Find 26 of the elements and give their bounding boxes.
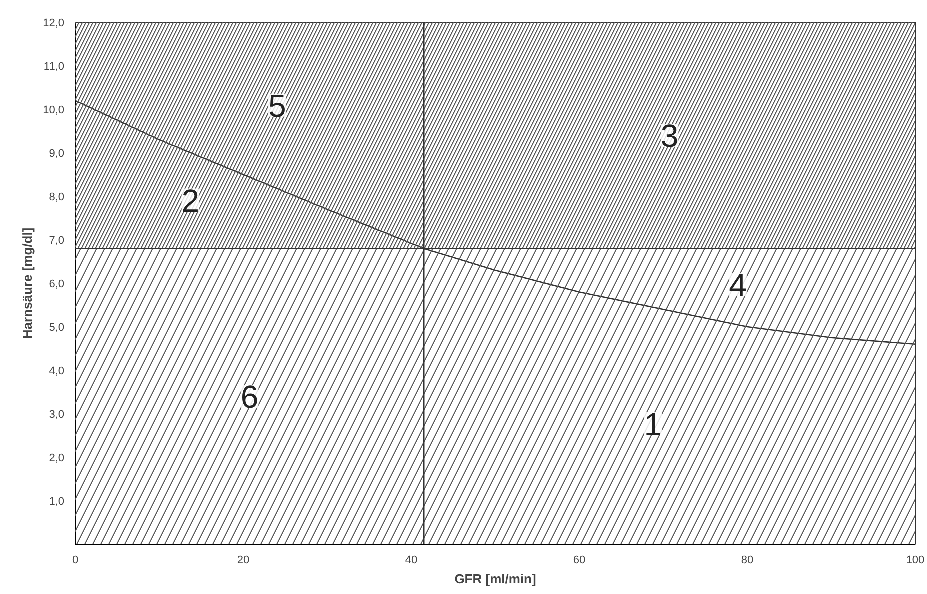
x-axis-title: GFR [ml/min] xyxy=(454,572,536,586)
annotation: 3 xyxy=(660,118,679,154)
y-tick-label: 3,0 xyxy=(49,409,65,421)
annotation: 1 xyxy=(644,406,662,442)
y-tick-label: 11,0 xyxy=(44,61,64,73)
x-tick-label: 0 xyxy=(72,554,79,566)
y-tick-label: 5,0 xyxy=(49,322,65,334)
x-tick-label: 100 xyxy=(906,554,925,566)
y-tick-label: 10,0 xyxy=(43,104,65,116)
y-tick-label: 12,0 xyxy=(43,18,65,30)
y-tick-label: 2,0 xyxy=(49,452,65,464)
x-tick-label: 40 xyxy=(405,554,418,566)
annotation: 5 xyxy=(268,88,286,124)
x-tick-label: 60 xyxy=(573,554,586,566)
x-tick-label: 80 xyxy=(741,554,754,566)
y-tick-label: 4,0 xyxy=(49,366,65,378)
annotation: 4 xyxy=(729,267,747,304)
annotation: 2 xyxy=(182,182,200,219)
x-tick-label: 20 xyxy=(237,554,250,566)
y-tick-label: 6,0 xyxy=(49,278,65,290)
annotation: 6 xyxy=(240,379,259,416)
y-axis-title: Harnsäure [mg/dl] xyxy=(20,228,36,340)
y-tick-label: 1,0 xyxy=(49,496,65,508)
y-tick-label: 7,0 xyxy=(49,235,65,247)
y-tick-label: 8,0 xyxy=(49,192,65,204)
y-tick-label: 9,0 xyxy=(49,148,65,160)
